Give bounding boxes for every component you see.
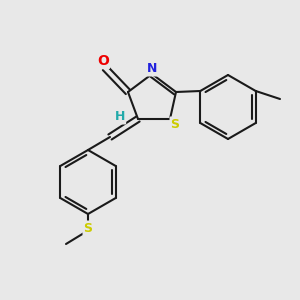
Text: S: S: [170, 118, 179, 130]
Text: H: H: [115, 110, 125, 124]
Text: O: O: [97, 54, 109, 68]
Text: N: N: [147, 62, 157, 76]
Text: S: S: [83, 221, 92, 235]
